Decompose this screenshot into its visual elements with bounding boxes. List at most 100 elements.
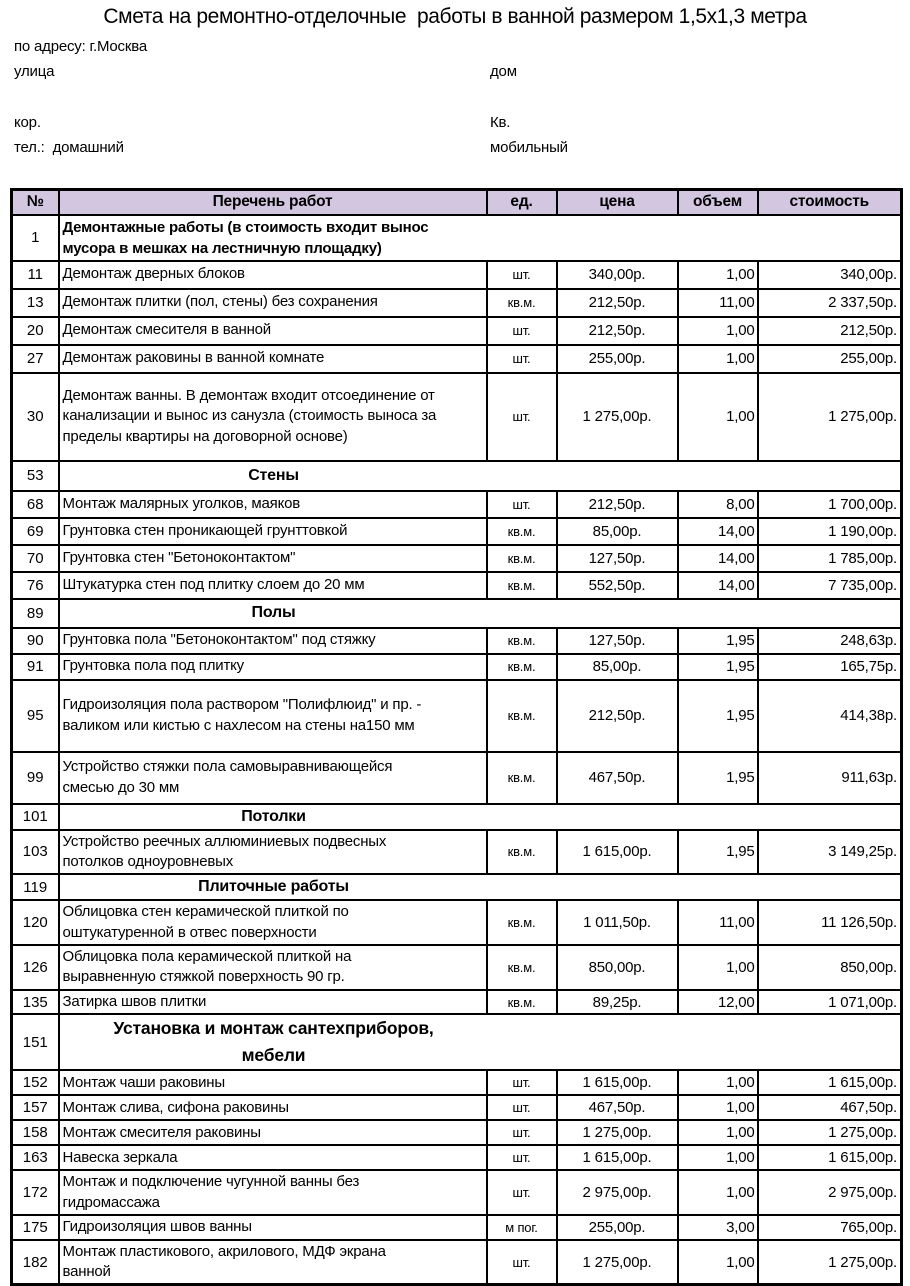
work-description-cell: Устройство стяжки пола самовыравнивающей… [57,750,488,805]
unit-cell: кв.м. [485,899,558,947]
section-header-cell: Потолки [57,802,903,831]
row-number-cell: 27 [10,343,60,374]
unit-cell: кв.м. [485,652,558,681]
row-number-cell: 135 [10,988,60,1016]
work-description-cell: Облицовка пола керамической плиткой на в… [57,944,488,991]
row-number-cell: 175 [10,1214,60,1241]
cost-cell: 1 275,00р. [756,371,903,462]
work-description-cell: Монтаж и подключение чугунной ванны без … [57,1169,488,1217]
quantity-cell: 1,95 [676,678,759,753]
quantity-cell: 14,00 [676,570,759,600]
unit-cell: кв.м. [485,750,558,805]
unit-cell: шт. [485,1069,558,1097]
work-description-cell: Монтаж пластикового, акрилового, МДФ экр… [57,1238,488,1286]
row-number-cell: 182 [10,1238,60,1286]
table-row: 182 Монтаж пластикового, акрилового, МДФ … [10,1238,903,1286]
price-cell: 255,00р. [555,343,679,374]
work-description-cell: Монтаж смесителя раковины [57,1119,488,1147]
estimate-table: № Перечень работ ед. цена объем стоимост… [10,188,903,1286]
cost-cell: 414,38р. [756,678,903,753]
unit-cell: кв.м. [485,988,558,1016]
section-header-cell: Установка и монтаж сантехприборов, мебел… [57,1013,903,1072]
table-row: 135 Затирка швов плитки кв.м. 89,25р. 12,00 1… [10,988,903,1016]
row-number-cell: 163 [10,1144,60,1172]
table-row: 119 Плиточные работы [10,873,903,902]
work-description-cell: Штукатурка стен под плитку слоем до 20 м… [57,570,488,600]
price-cell: 212,50р. [555,287,679,318]
page-title: Смета на ремонтно-отделочные работы в ва… [103,5,807,28]
work-description-cell: Облицовка стен керамической плиткой по о… [57,899,488,947]
cost-cell: 2 975,00р. [756,1169,903,1217]
quantity-cell: 1,00 [676,1238,759,1286]
unit-cell: кв.м. [485,828,558,876]
unit-cell: шт. [485,343,558,374]
row-number-cell: 120 [10,899,60,947]
price-cell: 1 275,00р. [555,1119,679,1147]
group-header-cell: Демонтажные работы (в стоимость входит в… [57,213,903,262]
table-header: № Перечень работ ед. цена объем стоимост… [10,188,903,216]
cost-cell: 1 275,00р. [756,1119,903,1147]
row-number-cell: 172 [10,1169,60,1217]
row-number-cell: 20 [10,315,60,346]
unit-cell: шт. [485,1094,558,1122]
unit-cell: шт. [485,1169,558,1217]
cost-cell: 1 785,00р. [756,543,903,573]
table-row: 91 Грунтовка пола под плитку кв.м. 85,00р. 1… [10,652,903,681]
price-cell: 127,50р. [555,626,679,655]
table-row: 175 Гидроизоляция швов ванны м пог. 255,00р… [10,1214,903,1241]
price-cell: 212,50р. [555,315,679,346]
column-header-number: № [10,188,60,216]
quantity-cell: 12,00 [676,988,759,1016]
house-label: дом [490,63,517,80]
work-description-cell: Устройство реечных аллюминиевых подвесны… [57,828,488,876]
work-description-cell: Грунтовка пола под плитку [57,652,488,681]
price-cell: 850,00р. [555,944,679,991]
section-header-label: Стены [248,466,299,484]
row-number-cell: 13 [10,287,60,318]
unit-cell: кв.м. [485,944,558,991]
row-number-cell: 126 [10,944,60,991]
quantity-cell: 1,00 [676,1069,759,1097]
table-row: 172 Монтаж и подключение чугунной ванны б… [10,1169,903,1217]
price-cell: 255,00р. [555,1214,679,1241]
quantity-cell: 1,00 [676,315,759,346]
quantity-cell: 1,95 [676,626,759,655]
row-number-cell: 30 [10,371,60,462]
cost-cell: 7 735,00р. [756,570,903,600]
cost-cell: 212,50р. [756,315,903,346]
row-number-cell: 151 [10,1013,60,1072]
unit-cell: м пог. [485,1214,558,1241]
cost-cell: 255,00р. [756,343,903,374]
quantity-cell: 1,00 [676,944,759,991]
work-description-cell: Гидроизоляция швов ванны [57,1214,488,1241]
table-row: 20 Демонтаж смесителя в ванной шт. 212,50р.… [10,315,903,346]
quantity-cell: 11,00 [676,899,759,947]
column-header-price: цена [555,188,679,216]
price-cell: 467,50р. [555,1094,679,1122]
cost-cell: 467,50р. [756,1094,903,1122]
row-number-cell: 1 [10,213,60,262]
price-cell: 1 275,00р. [555,1238,679,1286]
row-number-cell: 90 [10,626,60,655]
section-header-cell: Полы [57,597,903,629]
unit-cell: шт. [485,1119,558,1147]
cost-cell: 765,00р. [756,1214,903,1241]
table-row: 103 Устройство реечных аллюминиевых подве… [10,828,903,876]
row-number-cell: 68 [10,489,60,519]
price-cell: 552,50р. [555,570,679,600]
section-header-label: Плиточные работы [198,878,349,896]
building-label: кор. [14,114,41,131]
quantity-cell: 1,00 [676,1119,759,1147]
mobile-label: мобильный [490,139,568,156]
price-cell: 89,25р. [555,988,679,1016]
row-number-cell: 70 [10,543,60,573]
price-cell: 467,50р. [555,750,679,805]
quantity-cell: 8,00 [676,489,759,519]
cost-cell: 1 190,00р. [756,516,903,546]
work-description-cell: Демонтаж плитки (пол, стены) без сохране… [57,287,488,318]
work-description-cell: Грунтовка пола "Бетоноконтактом" под стя… [57,626,488,655]
cost-cell: 248,63р. [756,626,903,655]
price-cell: 85,00р. [555,652,679,681]
work-description-cell: Навеска зеркала [57,1144,488,1172]
quantity-cell: 3,00 [676,1214,759,1241]
